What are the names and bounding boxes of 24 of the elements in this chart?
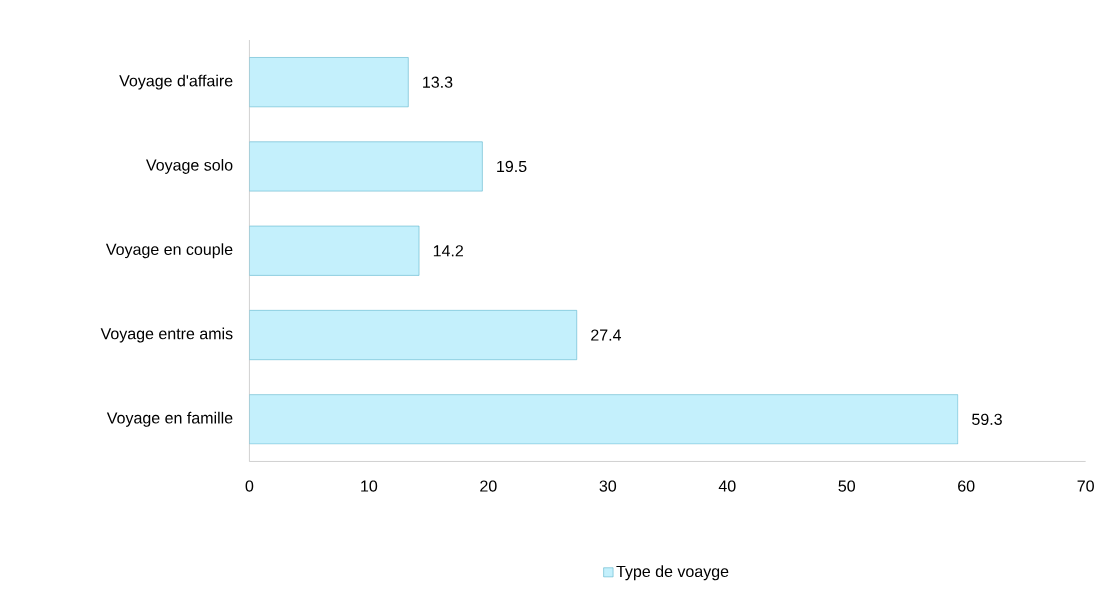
data-label: 59.3: [972, 413, 1002, 425]
data-label: 19.5: [497, 160, 527, 173]
data-label: 27.4: [591, 329, 622, 341]
x-tick-label: 40: [718, 480, 736, 492]
x-tick-label: 0: [245, 480, 254, 492]
data-label: 14.2: [433, 245, 463, 257]
x-tick-label: 30: [599, 480, 617, 492]
bar: [249, 394, 959, 445]
y-tick-label: Voyage solo: [146, 158, 233, 174]
x-tick-label: 20: [480, 480, 497, 492]
y-tick-label: Voyage entre amis: [100, 327, 233, 343]
x-tick-label: 60: [958, 480, 975, 492]
y-tick-label: Voyage en couple: [105, 243, 233, 259]
bar: [249, 310, 578, 360]
y-tick-label: Voyage en famille: [106, 411, 233, 427]
bar: [249, 225, 420, 276]
legend-label: Type de voayge: [616, 565, 729, 581]
bar: [249, 141, 483, 192]
bar: [249, 57, 409, 108]
y-tick-label: Voyage d'affaire: [119, 74, 233, 90]
x-tick-label: 10: [361, 480, 378, 492]
data-label: 13.3: [423, 76, 453, 88]
x-tick-label: 70: [1077, 480, 1094, 492]
x-tick-label: 50: [838, 480, 856, 492]
